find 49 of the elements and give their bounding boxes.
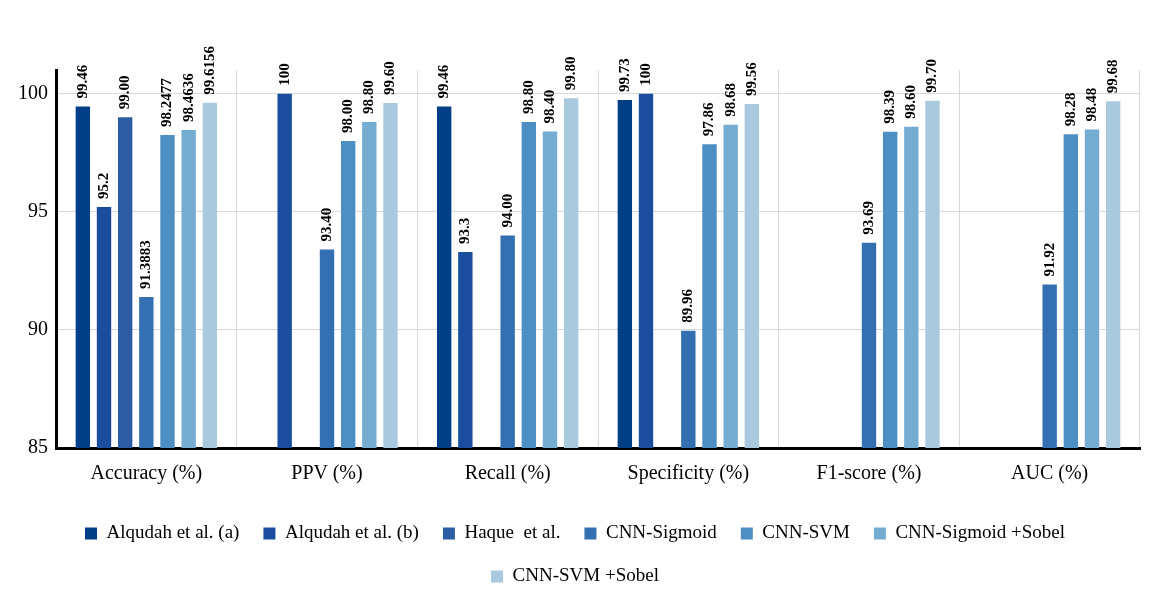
data-label: 99.73 [615,58,632,92]
data-label: 99.46 [435,64,452,99]
y-tick-label: 85 [28,435,48,458]
data-label: 98.39 [881,89,898,124]
data-label: 93.40 [317,207,334,242]
data-label: 99.6156 [200,45,217,95]
data-label: 99.80 [562,56,579,91]
data-label: 99.46 [73,64,90,99]
legend-label: CNN-SVM +Sobel [512,564,659,586]
data-label: 98.80 [519,80,536,114]
x-tick-label: AUC (%) [1011,461,1089,485]
data-label: 98.00 [339,99,356,133]
data-label: 98.48 [1082,87,1099,122]
x-tick-label: Specificity (%) [627,461,750,485]
data-label: 98.68 [721,83,738,117]
data-label: 91.3883 [137,240,154,290]
x-tick-label: F1-score (%) [816,461,922,485]
data-label: 99.70 [923,58,940,93]
data-label: 99.56 [742,61,759,97]
legend-label: Alqudah et al. (b) [284,521,419,544]
data-label: 99.00 [116,75,133,110]
data-label: 89.96 [679,288,696,323]
data-label: 91.92 [1040,242,1057,277]
x-tick-label: PPV (%) [291,461,363,485]
legend-label: CNN-SVM [762,521,851,543]
data-label: 94.00 [498,193,515,228]
data-label: 100 [636,63,653,86]
data-label: 95.2 [94,172,111,200]
data-label: 98.80 [360,80,377,114]
x-tick-label: Accuracy (%) [90,461,203,485]
y-tick-label: 90 [28,317,48,340]
data-label: 97.86 [700,101,717,137]
data-label: 98.4636 [179,72,196,122]
data-label: 98.60 [902,84,919,119]
data-label: 93.3 [456,217,473,244]
x-tick-label: Recall (%) [464,461,551,485]
legend-label: CNN-Sigmoid [605,521,718,543]
data-label: 98.40 [540,89,557,124]
legend-label: Haque et al. [464,521,561,543]
legend-label: CNN-Sigmoid +Sobel [895,521,1066,543]
data-label: 99.60 [381,61,398,96]
data-label: 100 [275,63,292,86]
y-tick-label: 95 [28,199,48,221]
data-label: 98.28 [1061,92,1078,127]
legend-label: Alqudah et al. (a) [106,521,240,544]
y-tick-label: 100 [18,80,48,103]
data-label: 98.2477 [158,77,175,128]
data-label: 99.68 [1104,59,1121,94]
data-label: 93.69 [859,200,876,235]
